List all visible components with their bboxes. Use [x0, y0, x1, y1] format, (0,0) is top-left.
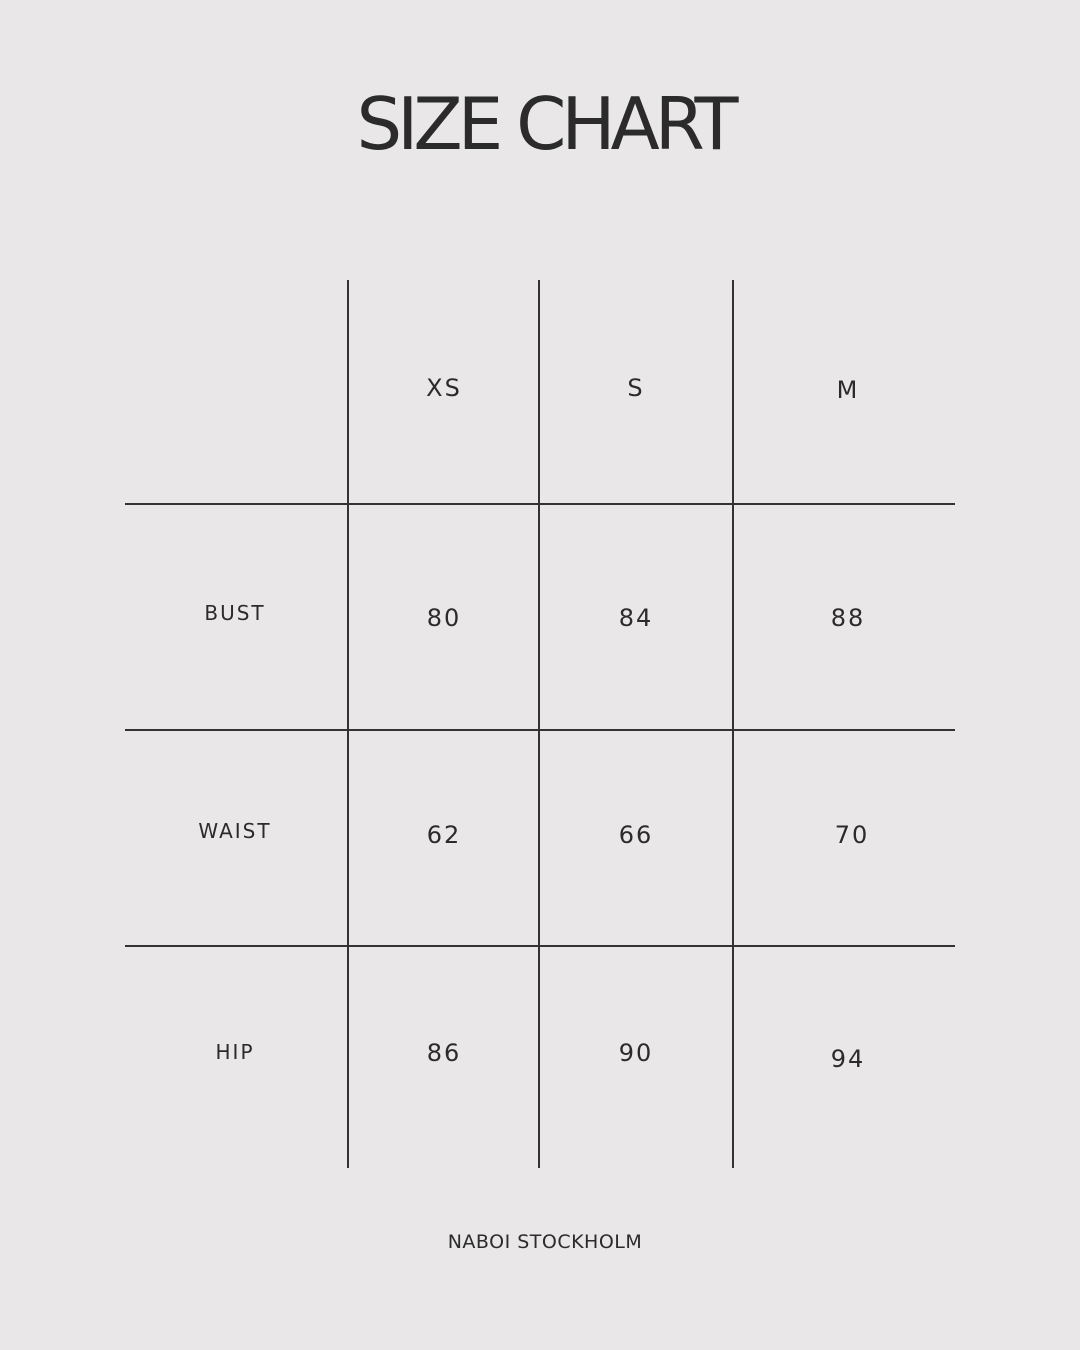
row-label-bust: BUST: [204, 601, 266, 625]
table-cell: 94: [830, 1045, 866, 1073]
grid-line-horizontal: [125, 945, 955, 947]
row-label-hip: HIP: [215, 1040, 255, 1064]
grid-line-vertical: [538, 280, 540, 1168]
page-title: SIZE CHART: [356, 82, 738, 166]
grid-line-horizontal: [125, 729, 955, 731]
column-header-xs: XS: [426, 374, 462, 402]
table-cell: 66: [618, 821, 654, 849]
table-cell: 62: [426, 821, 462, 849]
column-header-s: S: [627, 374, 645, 402]
column-header-m: M: [836, 376, 860, 404]
grid-line-vertical: [347, 280, 349, 1168]
row-label-waist: WAIST: [198, 819, 272, 843]
table-cell: 80: [426, 604, 462, 632]
table-cell: 88: [830, 604, 866, 632]
grid-line-vertical: [732, 280, 734, 1168]
brand-footer: NABOI STOCKHOLM: [447, 1231, 643, 1253]
table-cell: 86: [426, 1039, 462, 1067]
grid-line-horizontal: [125, 503, 955, 505]
table-cell: 90: [618, 1039, 654, 1067]
table-cell: 84: [618, 604, 654, 632]
table-cell: 70: [834, 821, 870, 849]
